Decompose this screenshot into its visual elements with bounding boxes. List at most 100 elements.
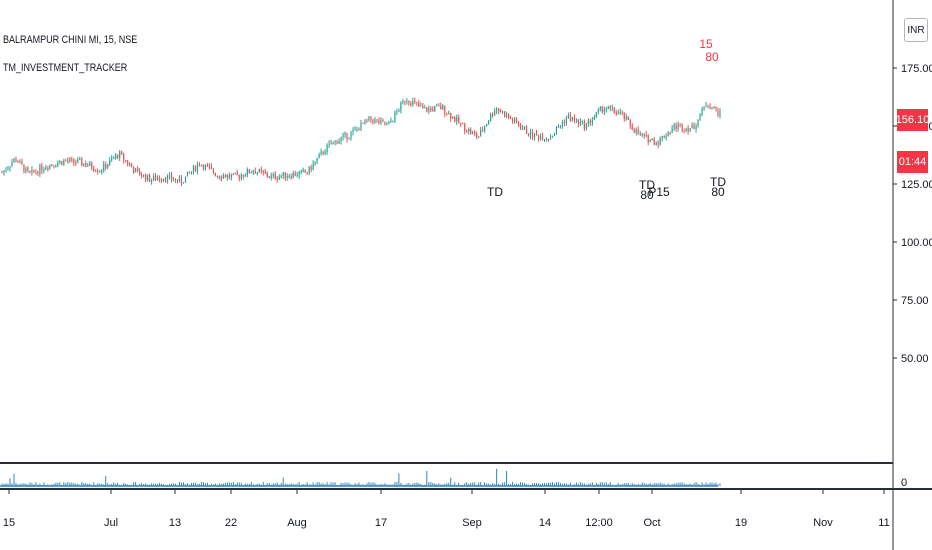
candle-body — [384, 121, 386, 125]
candle-body — [639, 133, 641, 135]
indicator-legend[interactable]: TM_INVESTMENT_TRACKER — [3, 62, 128, 74]
candle-body — [583, 121, 585, 129]
candle-body — [667, 132, 669, 137]
candle-body — [89, 162, 91, 166]
candle-body — [717, 110, 719, 117]
currency-button[interactable]: INR — [904, 18, 928, 42]
candle-body — [711, 108, 713, 110]
candle-body — [472, 132, 474, 134]
candle-body — [77, 159, 79, 164]
candle-body — [91, 162, 93, 169]
candle-body — [326, 144, 328, 152]
x-tick-label: 19 — [735, 517, 747, 529]
candle-body — [521, 128, 524, 130]
marker-label: 80 — [711, 185, 725, 199]
candle-body — [553, 133, 556, 136]
candle-body — [525, 127, 528, 134]
candle-body — [360, 122, 362, 131]
candle-body — [673, 124, 675, 129]
candle-body — [509, 117, 512, 119]
candle-body — [246, 169, 248, 176]
candle-body — [478, 136, 480, 138]
candle-body — [456, 117, 458, 122]
candle-body — [288, 176, 290, 178]
candle-body — [517, 122, 520, 127]
candle-body — [174, 179, 177, 181]
candle-body — [380, 120, 382, 124]
candle-body — [330, 143, 332, 145]
candle-body — [139, 170, 141, 176]
candle-body — [460, 122, 462, 124]
candle-body — [537, 135, 540, 140]
candle-body — [172, 179, 175, 181]
candle-body — [55, 166, 57, 168]
candle-body — [709, 106, 711, 110]
candle-body — [280, 175, 282, 177]
candle-body — [454, 116, 456, 122]
candle-body — [47, 167, 49, 169]
candle-body — [695, 126, 697, 130]
candle-body — [164, 178, 167, 182]
candle-body — [160, 179, 163, 181]
candle-body — [318, 154, 320, 159]
candle-body — [107, 164, 109, 169]
candle-body — [81, 159, 83, 166]
candle-body — [234, 173, 236, 175]
candle-body — [198, 164, 201, 166]
candle-body — [292, 172, 294, 178]
candle-body — [396, 111, 398, 113]
candle-body — [5, 169, 7, 171]
x-tick-label: 17 — [375, 517, 387, 529]
candle-body — [184, 176, 187, 183]
volume-histogram — [0, 468, 721, 487]
candle-body — [115, 154, 117, 158]
candle-body — [500, 110, 502, 113]
candle-body — [324, 151, 326, 154]
candle-body — [123, 154, 125, 161]
candle-body — [45, 167, 47, 170]
candle-body — [31, 169, 33, 173]
x-tick-label: 22 — [225, 517, 237, 529]
candle-body — [43, 169, 45, 171]
symbol-legend[interactable]: BALRAMPUR CHINI MI, 15, NSE — [3, 34, 138, 46]
candle-body — [218, 175, 220, 178]
marker-label: TD — [639, 178, 655, 192]
candle-body — [166, 175, 169, 182]
candle-body — [641, 133, 643, 136]
candle-body — [290, 176, 292, 178]
candle-body — [474, 132, 476, 134]
candle-body — [238, 175, 240, 179]
candle-body — [29, 171, 31, 173]
time-axis[interactable]: 15 Jul 13 22 Aug 17 Sep 14 12:00 Oct 19 Nov 11 — [3, 489, 890, 529]
candle-body — [529, 131, 532, 136]
bar-countdown-tag: 01:44 — [897, 151, 928, 173]
candle-body — [533, 133, 536, 138]
x-tick-label: 14 — [539, 517, 551, 529]
candle-body — [687, 127, 689, 132]
candle-body — [145, 174, 147, 181]
marker-label: TD — [710, 175, 726, 189]
candle-body — [109, 159, 111, 165]
candle-body — [284, 172, 286, 179]
candle-body — [320, 151, 322, 155]
candle-body — [573, 117, 576, 121]
candle-body — [362, 122, 364, 124]
candle-body — [555, 127, 558, 134]
candle-body — [21, 161, 23, 165]
candle-body — [591, 119, 593, 124]
candle-body — [69, 158, 71, 162]
candle-body — [450, 112, 452, 119]
candle-body — [394, 112, 396, 122]
candle-body — [619, 112, 621, 114]
candle-body — [557, 127, 560, 129]
candle-body — [605, 108, 607, 110]
candle-body — [372, 119, 374, 123]
candle-body — [332, 141, 334, 145]
candle-body — [131, 164, 133, 168]
candle-body — [300, 170, 302, 172]
candle-body — [719, 110, 721, 117]
candle-body — [507, 114, 510, 118]
candle-body — [15, 158, 17, 162]
candle-body — [663, 136, 665, 138]
